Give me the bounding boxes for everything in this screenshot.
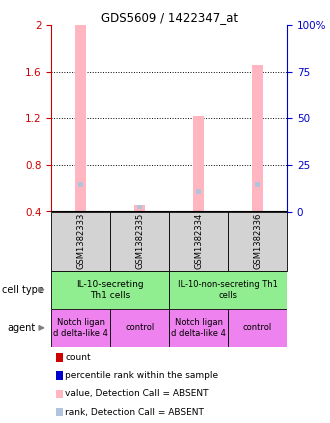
Bar [134,205,145,212]
FancyBboxPatch shape [228,309,287,347]
FancyBboxPatch shape [228,212,287,271]
FancyBboxPatch shape [169,309,228,347]
FancyBboxPatch shape [169,212,228,271]
Text: GSM1382333: GSM1382333 [76,213,85,269]
FancyBboxPatch shape [51,309,110,347]
Text: count: count [65,353,91,362]
Text: GSM1382336: GSM1382336 [253,213,262,269]
Bar [252,65,263,211]
Text: control: control [125,323,154,332]
Text: value, Detection Call = ABSENT: value, Detection Call = ABSENT [65,389,209,398]
Bar [196,190,201,194]
FancyBboxPatch shape [110,212,169,271]
Text: control: control [243,323,272,332]
Text: IL-10-secreting
Th1 cells: IL-10-secreting Th1 cells [76,280,144,300]
Text: Notch ligan
d delta-like 4: Notch ligan d delta-like 4 [171,318,226,338]
Text: IL-10-non-secreting Th1
cells: IL-10-non-secreting Th1 cells [178,280,278,300]
Text: Notch ligan
d delta-like 4: Notch ligan d delta-like 4 [53,318,108,338]
Text: rank, Detection Call = ABSENT: rank, Detection Call = ABSENT [65,407,204,417]
Bar [75,25,86,212]
Text: agent: agent [7,323,36,333]
Bar [137,205,142,209]
Title: GDS5609 / 1422347_at: GDS5609 / 1422347_at [101,11,238,24]
FancyBboxPatch shape [110,309,169,347]
Text: cell type: cell type [2,285,44,295]
FancyBboxPatch shape [51,271,169,309]
Text: GSM1382335: GSM1382335 [135,213,144,269]
Bar [78,182,83,187]
FancyBboxPatch shape [169,271,287,309]
Bar [193,116,204,212]
Text: GSM1382334: GSM1382334 [194,213,203,269]
Text: percentile rank within the sample: percentile rank within the sample [65,371,218,380]
Bar [255,182,260,187]
FancyBboxPatch shape [51,212,110,271]
